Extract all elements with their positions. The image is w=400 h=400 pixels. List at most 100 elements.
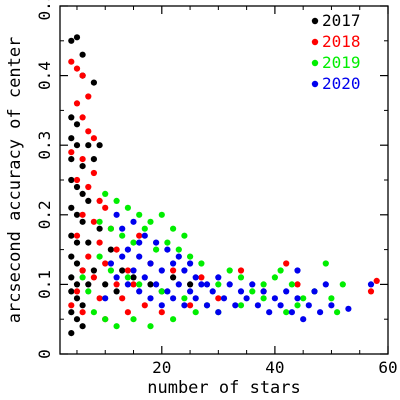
point-2017-34	[73, 316, 81, 323]
point-2020-17	[260, 288, 267, 295]
point-2020-25	[136, 288, 143, 295]
point-2017-30	[68, 288, 75, 295]
point-2018-13	[96, 197, 103, 204]
point-2019-5	[107, 225, 114, 232]
point-2017-11	[68, 156, 75, 163]
point-2020-41	[220, 295, 228, 302]
point-2020-59	[187, 260, 194, 267]
point-2019-36	[102, 316, 109, 323]
point-2020-18	[271, 295, 278, 302]
point-2019-23	[237, 274, 245, 281]
point-2020-30	[192, 295, 199, 302]
point-2019-27	[277, 267, 284, 274]
y-tick-label: 0.1	[35, 270, 54, 299]
point-2017-41	[113, 288, 120, 295]
point-2017-38	[96, 225, 103, 232]
point-2020-5	[124, 246, 131, 253]
point-2018-1	[73, 65, 81, 72]
x-tick-label: 20	[152, 358, 171, 377]
point-2018-36	[187, 302, 194, 309]
point-2020-61	[102, 295, 109, 302]
point-2019-13	[198, 260, 205, 267]
point-2020-60	[136, 239, 143, 246]
point-2017-32	[79, 302, 86, 309]
point-2020-31	[203, 302, 211, 309]
point-2020-47	[288, 309, 295, 316]
legend-item-2017: 2017	[311, 11, 361, 30]
point-2020-8	[158, 267, 165, 274]
y-tick-label: 0.3	[35, 131, 54, 160]
legend-item-2019: 2019	[311, 53, 361, 72]
point-2018-15	[79, 211, 86, 218]
point-2020-24	[124, 281, 131, 288]
y-axis-label: arcsecond accuracy of center	[5, 37, 25, 324]
point-2019-33	[334, 309, 341, 316]
points-layer	[68, 34, 380, 337]
point-2020-52	[345, 305, 352, 312]
point-2020-0	[113, 211, 120, 218]
point-2020-6	[136, 253, 143, 260]
point-2019-25	[260, 281, 267, 288]
point-2017-46	[170, 274, 177, 281]
point-2017-1	[73, 34, 81, 41]
point-2018-0	[68, 58, 75, 65]
point-2019-49	[158, 211, 165, 218]
point-2020-35	[153, 281, 160, 288]
point-2017-27	[68, 274, 75, 281]
point-2019-4	[147, 218, 154, 225]
point-2017-35	[68, 330, 75, 337]
legend-marker	[311, 59, 319, 67]
point-2017-44	[147, 281, 154, 288]
point-2017-18	[68, 204, 75, 211]
point-2017-37	[90, 267, 97, 274]
point-2019-50	[170, 225, 177, 232]
point-2020-19	[283, 288, 290, 295]
point-2020-14	[226, 281, 233, 288]
point-2017-21	[68, 232, 75, 239]
legend: 2017 2018 2019 2020	[311, 11, 361, 93]
point-2018-28	[73, 288, 81, 295]
point-2020-53	[367, 281, 375, 288]
point-2018-9	[79, 156, 86, 163]
point-2019-47	[85, 288, 92, 295]
point-2017-10	[96, 142, 103, 149]
point-2017-23	[85, 239, 92, 246]
point-2019-29	[300, 295, 307, 302]
point-2020-57	[164, 246, 171, 253]
point-2017-15	[73, 183, 81, 191]
point-2018-30	[119, 295, 126, 302]
point-2017-43	[130, 274, 137, 281]
point-2020-56	[119, 253, 126, 260]
point-2017-33	[68, 309, 75, 316]
point-2019-45	[283, 309, 290, 316]
point-2018-27	[130, 281, 137, 288]
point-2020-55	[107, 260, 114, 267]
point-2017-16	[79, 190, 86, 197]
series-2020	[102, 211, 375, 323]
point-2018-34	[124, 309, 131, 316]
point-2018-47	[136, 232, 143, 239]
point-2017-7	[68, 135, 75, 142]
point-2019-31	[322, 260, 329, 267]
point-2020-27	[158, 302, 165, 309]
point-2018-48	[68, 302, 75, 309]
legend-label: 2019	[322, 53, 361, 72]
point-2018-14	[102, 204, 109, 211]
point-2017-40	[107, 246, 114, 253]
point-2017-29	[85, 281, 92, 288]
point-2017-14	[68, 176, 75, 184]
point-2019-11	[175, 246, 182, 253]
point-2020-42	[232, 302, 239, 309]
point-2017-42	[119, 267, 126, 274]
point-2019-0	[102, 190, 109, 197]
point-2017-2	[79, 51, 86, 58]
point-2020-10	[181, 267, 188, 274]
point-2018-24	[79, 267, 86, 274]
point-2018-22	[102, 260, 109, 267]
point-2020-7	[147, 260, 154, 267]
point-2018-10	[90, 169, 97, 177]
point-2020-20	[294, 295, 301, 302]
legend-label: 2018	[322, 32, 361, 51]
point-2019-9	[153, 246, 160, 253]
